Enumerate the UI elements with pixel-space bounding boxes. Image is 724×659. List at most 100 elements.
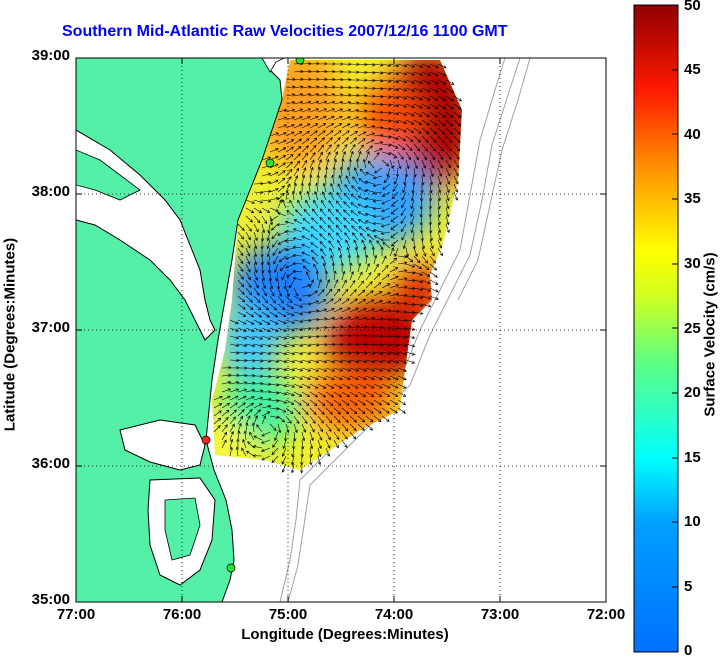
velocity-arrow	[365, 109, 376, 114]
velocity-arrow	[301, 243, 311, 249]
velocity-arrow	[341, 85, 352, 90]
velocity-arrow	[253, 319, 263, 325]
velocity-arrow	[405, 103, 415, 109]
velocity-arrow	[349, 342, 360, 347]
velocity-arrow	[413, 159, 418, 170]
velocity-arrow	[405, 319, 416, 323]
velocity-arrow	[305, 199, 311, 209]
velocity-arrow	[253, 295, 261, 304]
velocity-arrow	[389, 335, 400, 339]
velocity-arrow	[253, 327, 263, 333]
velocity-arrow	[269, 343, 280, 348]
velocity-arrow	[325, 166, 329, 177]
velocity-arrow	[269, 407, 280, 411]
velocity-arrow	[333, 158, 337, 169]
velocity-arrow	[397, 375, 407, 381]
velocity-arrow	[253, 223, 259, 233]
velocity-arrow	[285, 343, 296, 348]
velocity-arrow	[245, 231, 251, 241]
velocity-arrow	[261, 397, 272, 402]
velocity-arrow	[309, 290, 319, 297]
velocity-arrow	[319, 240, 327, 249]
velocity-arrow	[313, 199, 319, 209]
velocity-arrow	[358, 226, 367, 233]
velocity-arrow	[437, 167, 443, 177]
velocity-arrow	[333, 123, 343, 129]
velocity-arrow	[405, 255, 414, 263]
velocity-arrow	[236, 438, 240, 449]
velocity-arrow	[245, 247, 251, 257]
velocity-arrow	[429, 239, 434, 250]
velocity-arrow	[261, 263, 265, 274]
velocity-arrow	[285, 335, 296, 340]
velocity-arrow	[266, 231, 271, 242]
velocity-arrow	[421, 127, 430, 135]
velocity-arrow	[357, 271, 363, 281]
velocity-arrow	[293, 311, 304, 316]
velocity-arrow	[437, 135, 445, 144]
velocity-arrow	[277, 319, 287, 325]
velocity-arrow	[291, 463, 295, 474]
velocity-arrow	[335, 224, 343, 233]
colorbar-ticks	[672, 69, 678, 588]
velocity-arrow	[437, 111, 446, 118]
velocity-arrow	[363, 246, 367, 257]
velocity-arrow	[341, 333, 352, 338]
velocity-arrow	[261, 351, 272, 356]
velocity-arrow	[277, 375, 288, 380]
velocity-arrow	[309, 399, 318, 407]
velocity-arrow	[301, 93, 312, 97]
velocity-arrow	[325, 375, 335, 381]
velocity-arrow	[389, 159, 394, 170]
velocity-arrow	[333, 130, 342, 137]
velocity-arrow	[349, 123, 359, 129]
velocity-arrow	[309, 439, 314, 450]
velocity-arrow	[419, 207, 423, 218]
velocity-arrow	[381, 334, 392, 339]
velocity-arrow	[269, 335, 280, 340]
velocity-arrow	[349, 279, 356, 289]
velocity-arrow	[349, 391, 359, 398]
velocity-arrow	[357, 94, 368, 98]
velocity-arrow	[323, 174, 328, 185]
velocity-arrow	[350, 217, 359, 225]
velocity-arrow	[339, 254, 343, 265]
velocity-arrow	[325, 70, 336, 74]
velocity-arrow	[309, 334, 320, 339]
velocity-arrow	[372, 183, 383, 187]
velocity-arrow	[365, 63, 376, 67]
velocity-arrow	[285, 359, 296, 364]
velocity-arrow	[437, 71, 447, 77]
velocity-arrow	[291, 447, 295, 458]
velocity-arrow	[269, 319, 279, 325]
velocity-arrow	[277, 343, 288, 348]
velocity-arrow	[429, 79, 439, 85]
velocity-arrow	[253, 389, 264, 393]
velocity-arrow	[261, 295, 269, 304]
velocity-arrow	[397, 391, 407, 397]
velocity-arrow	[261, 303, 270, 311]
velocity-arrow	[350, 193, 359, 201]
velocity-arrow	[261, 215, 268, 225]
colorbar-tick-label: 25	[684, 320, 701, 337]
velocity-arrow	[245, 335, 256, 340]
velocity-arrow	[253, 287, 260, 296]
velocity-arrow	[365, 290, 374, 297]
velocity-arrow	[322, 262, 327, 273]
velocity-arrow	[245, 271, 251, 281]
velocity-arrow	[341, 137, 349, 145]
velocity-arrow	[302, 302, 312, 306]
velocity-arrow	[413, 271, 423, 276]
velocity-arrow	[397, 151, 404, 160]
velocity-arrow	[349, 86, 360, 90]
velocity-arrow	[333, 93, 344, 97]
velocity-arrow	[301, 69, 312, 74]
velocity-arrow	[261, 447, 271, 452]
velocity-arrow	[421, 263, 430, 271]
velocity-arrow	[301, 115, 311, 121]
velocity-arrow	[413, 279, 424, 284]
velocity-arrow	[317, 299, 327, 305]
velocity-arrow	[383, 175, 391, 184]
velocity-arrow	[381, 309, 392, 313]
velocity-arrow	[419, 199, 423, 210]
